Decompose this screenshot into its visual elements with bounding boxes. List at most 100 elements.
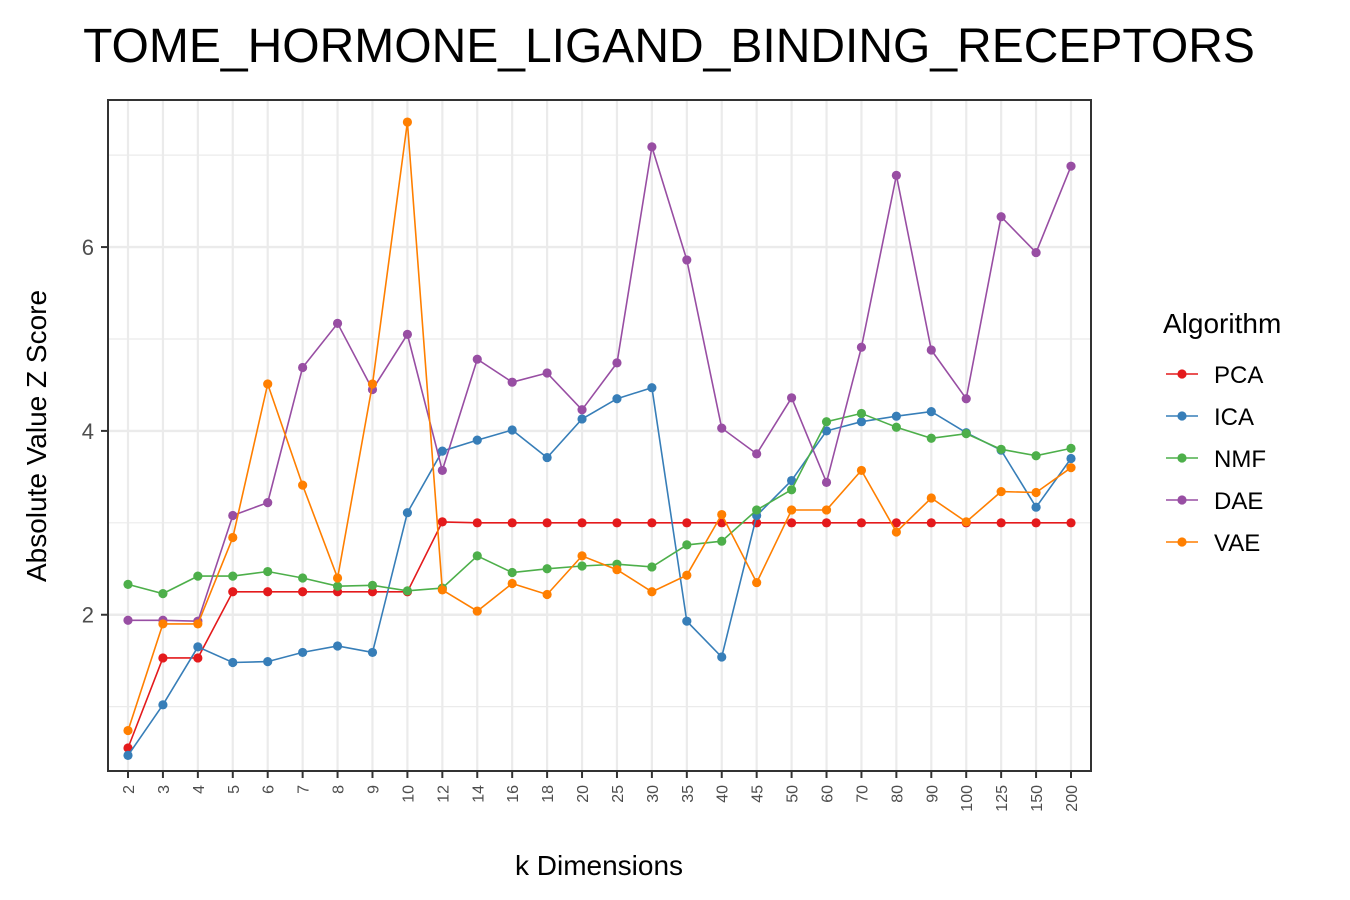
data-point [786,518,797,528]
data-point [961,394,971,404]
data-point [647,587,657,597]
legend-key-point [1177,495,1187,505]
data-point [996,486,1006,497]
data-point [228,571,238,581]
data-point [298,480,308,490]
legend-key-point [1177,369,1187,379]
data-point [123,615,133,625]
legend-title: Algorithm [1163,308,1281,339]
data-point [123,743,133,753]
x-tick-label: 6 [261,785,278,794]
data-point [1066,161,1076,171]
legend-label: ICA [1214,404,1254,431]
x-tick-label: 14 [470,785,487,803]
data-point [158,588,168,599]
data-point [298,362,308,373]
x-tick-label: 20 [575,785,592,803]
data-point [1066,518,1076,528]
x-tick-label: 8 [331,785,348,794]
data-point [507,578,517,589]
series-line [127,521,1071,749]
y-tick-label: 6 [82,235,94,260]
data-point [472,518,482,528]
data-point [158,619,168,629]
data-point [717,536,727,546]
data-point [821,505,832,515]
data-point [228,657,238,668]
data-point [891,527,901,537]
data-point [542,452,552,463]
data-point [612,565,622,575]
data-point [577,551,587,561]
data-point [786,393,797,403]
data-point [856,342,867,352]
data-point [472,606,482,616]
y-tick-label: 2 [82,603,94,628]
data-point [193,653,203,663]
chart-title: TOME_HORMONE_LIGAND_BINDING_RECEPTORS [83,20,1255,73]
data-point [682,570,692,580]
data-point [752,505,762,515]
data-point [821,417,832,427]
data-point [717,652,727,662]
data-point [996,212,1006,222]
series-layer [123,117,1076,760]
data-point [682,540,692,550]
data-point [193,642,203,652]
x-tick-label: 200 [1064,785,1081,812]
data-point [263,566,273,577]
data-point [542,518,552,528]
data-point [263,587,273,597]
y-axis: 2 4 6 [82,235,108,628]
data-point [682,518,692,528]
data-point [123,579,133,590]
legend-items: PCA ICA NMF DAE VAE [1166,362,1266,557]
data-point [437,465,447,476]
series-ica [123,383,1076,760]
x-tick-label: 9 [365,785,382,794]
data-point [402,117,413,127]
data-point [542,589,552,600]
data-point [263,379,273,389]
data-point [856,408,867,419]
series-pca [123,517,1076,753]
data-point [298,573,308,583]
data-point [647,518,657,528]
data-point [717,423,727,433]
data-point [612,518,622,528]
x-tick-label: 3 [156,785,173,794]
data-point [437,446,447,456]
data-point [437,517,447,527]
data-point [263,657,273,667]
data-point [856,518,867,528]
data-point [193,619,203,629]
x-tick-label: 70 [854,785,871,803]
data-point [193,571,203,581]
data-point [821,518,832,528]
series-nmf [123,408,1076,599]
data-point [1066,463,1076,473]
data-point [926,407,936,417]
x-tick-label: 4 [191,785,208,794]
data-point [752,577,762,588]
data-point [228,510,238,521]
data-point [821,477,832,487]
data-point [158,653,168,663]
data-point [752,449,762,459]
series-vae [123,117,1076,736]
data-point [367,379,378,389]
x-tick-label: 18 [540,785,557,803]
data-point [821,426,832,436]
x-tick-label: 5 [226,785,243,794]
legend-label: VAE [1214,530,1260,557]
data-point [367,587,378,597]
data-point [1031,247,1041,258]
data-point [158,700,168,710]
x-tick-label: 45 [750,785,767,803]
data-point [577,518,587,528]
x-tick-label: 100 [959,785,976,812]
data-point [507,567,517,578]
x-tick-label: 2 [121,785,138,794]
data-point [402,586,413,596]
data-point [647,562,657,572]
